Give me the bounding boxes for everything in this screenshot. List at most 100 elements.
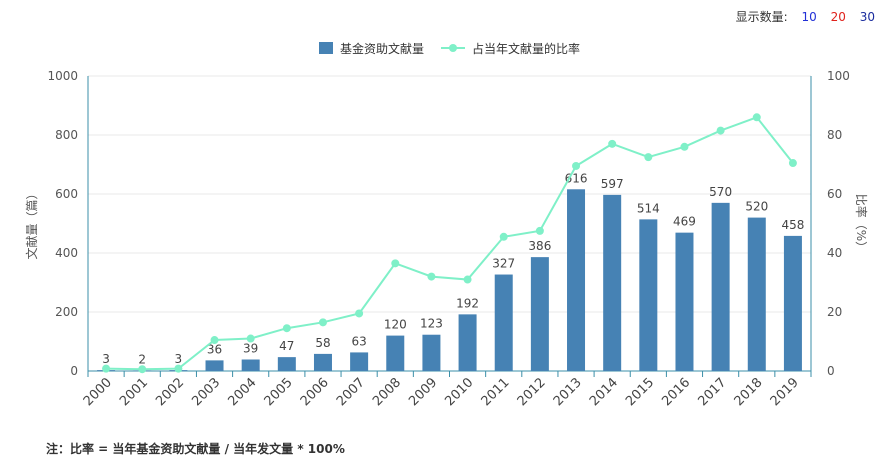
x-tick-label: 2011 [479,375,513,409]
x-tick-label: 2005 [262,375,296,409]
y-tick-label: 800 [55,128,78,142]
x-tick-label: 2001 [117,375,151,409]
bar [313,353,332,371]
x-tick-label: 2014 [587,375,621,409]
bar-data-label: 327 [492,257,515,271]
bar [711,202,730,371]
ratio-point [174,364,183,373]
x-tick-label: 2013 [551,375,585,409]
bar-data-label: 3 [102,352,110,366]
x-tick-label: 2007 [334,375,368,409]
ratio-point [752,113,761,122]
ratio-point [644,153,653,162]
ratio-point [355,309,364,318]
ratio-point [572,161,581,170]
x-tick-label: 2000 [81,375,115,409]
y-axis-title: 文献量（篇） [24,187,39,259]
ratio-point [716,126,725,135]
y2-tick-label: 80 [827,128,842,142]
bar-data-label: 597 [601,177,624,191]
x-tick-label: 2008 [370,375,404,409]
y-tick-label: 400 [55,246,78,260]
display-count-20[interactable]: 20 [830,10,846,24]
bar-data-label: 386 [528,239,551,253]
display-count-label: 显示数量: [735,10,788,24]
x-tick-label: 2017 [695,375,729,409]
ratio-point [138,365,147,374]
x-tick-label: 2004 [225,375,259,409]
ratio-point [788,159,797,168]
display-count-selector: 显示数量: 10 20 30 [726,8,875,25]
y2-tick-label: 20 [827,305,842,319]
x-tick-label: 2009 [406,375,440,409]
bar [422,334,441,371]
bar [747,217,766,371]
x-tick-label: 2010 [442,375,476,409]
bar-data-label: 570 [709,185,732,199]
legend-line-marker [449,44,457,52]
bar [603,194,622,371]
y-tick-label: 200 [55,305,78,319]
bar-data-label: 458 [781,218,804,232]
x-tick-label: 2006 [298,375,332,409]
footnote: 注：比率 = 当年基金资助文献量 / 当年发文量 * 100% [46,442,345,456]
legend-bar-swatch [319,42,333,54]
y-tick-label: 0 [70,364,78,378]
bar [567,189,586,371]
bar [675,232,694,371]
bar-data-label: 520 [745,200,768,214]
x-tick-label: 2003 [189,375,223,409]
y2-tick-label: 60 [827,187,842,201]
ratio-point [463,275,472,284]
ratio-line [106,116,794,371]
ratio-point [102,364,111,373]
bar-data-label: 120 [384,318,407,332]
ratio-point [608,139,617,148]
x-tick-label: 2019 [768,375,802,409]
y2-tick-label: 0 [827,364,835,378]
x-tick-label: 2015 [623,375,657,409]
bar-data-label: 47 [279,339,294,353]
bar-data-label: 3 [175,352,183,366]
y-tick-label: 600 [55,187,78,201]
x-tick-label: 2018 [732,375,766,409]
bar [494,274,513,371]
bar [530,257,549,371]
y2-tick-label: 100 [827,69,850,83]
legend-bar-label: 基金资助文献量 [340,41,424,56]
bar [783,235,802,371]
bar-data-label: 36 [207,342,222,356]
x-tick-label: 2002 [153,375,187,409]
bar-data-label: 2 [138,352,146,366]
ratio-point [535,226,544,235]
y-tick-label: 1000 [47,69,78,83]
bar [205,360,224,371]
ratio-point [680,142,689,151]
bar-data-label: 39 [243,341,258,355]
y2-axis-title: 比率（%） [854,194,869,253]
ratio-point [427,272,436,281]
ratio-point [318,318,327,327]
bar [277,357,296,371]
ratio-point [499,232,508,241]
bar-data-label: 616 [565,171,588,185]
bar-data-label: 192 [456,296,479,310]
ratio-point [210,336,219,345]
bar-data-label: 63 [351,334,366,348]
bar [639,219,658,371]
bar-data-label: 469 [673,215,696,229]
display-count-30[interactable]: 30 [859,10,875,24]
bar-data-label: 123 [420,317,443,331]
bar [350,352,369,371]
ratio-point [282,324,291,333]
bar [386,335,405,371]
bar-data-label: 514 [637,201,660,215]
y2-tick-label: 40 [827,246,842,260]
display-count-10[interactable]: 10 [801,10,817,24]
bar-data-label: 58 [315,336,330,350]
ratio-point [246,334,255,343]
bar [241,359,260,371]
bar [458,314,477,371]
x-tick-label: 2012 [515,375,549,409]
legend-line-label: 占当年文献量的比率 [472,41,580,56]
